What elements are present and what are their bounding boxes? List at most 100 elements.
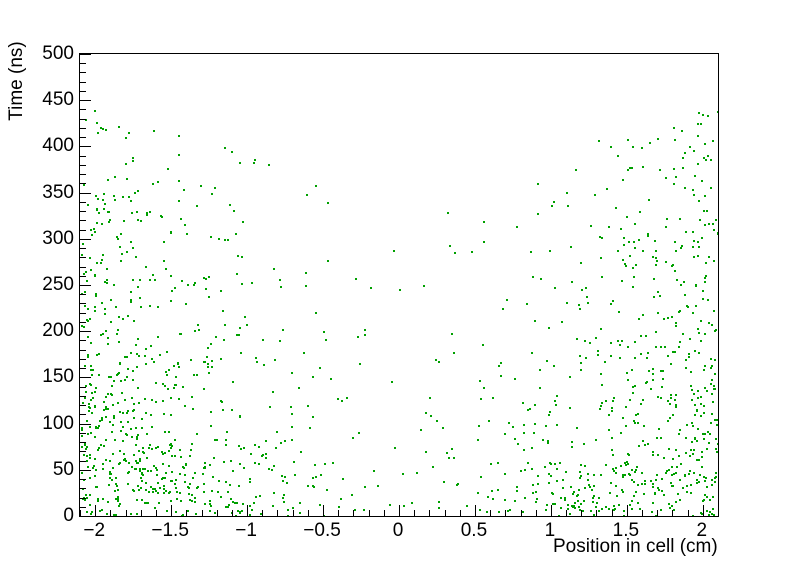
scatter-point [163, 492, 165, 494]
scatter-point [509, 509, 511, 511]
scatter-point [135, 256, 137, 258]
scatter-point [136, 437, 138, 439]
scatter-point [265, 457, 267, 459]
scatter-point [170, 232, 172, 234]
scatter-point [637, 484, 639, 486]
scatter-point [694, 437, 696, 439]
scatter-point [672, 458, 674, 460]
scatter-point [260, 513, 262, 515]
scatter-point [713, 260, 715, 262]
scatter-point [276, 431, 278, 433]
scatter-point [670, 363, 672, 365]
scatter-point [579, 471, 581, 473]
scatter-point [692, 515, 694, 516]
scatter-point [669, 403, 671, 405]
scatter-point [700, 512, 702, 514]
scatter-point [488, 420, 490, 422]
scatter-point [641, 147, 643, 149]
scatter-point [674, 139, 676, 141]
scatter-point [547, 440, 549, 442]
x-minor-tick [718, 510, 719, 516]
scatter-point [152, 491, 154, 493]
scatter-point [689, 455, 691, 457]
scatter-point [208, 276, 210, 278]
scatter-point [632, 286, 634, 288]
scatter-point [168, 431, 170, 433]
scatter-point [236, 334, 238, 336]
scatter-point [227, 491, 229, 493]
scatter-point [712, 508, 714, 510]
scatter-point [93, 228, 95, 230]
scatter-point [621, 489, 623, 491]
scatter-point [654, 492, 656, 494]
scatter-point [357, 336, 359, 338]
scatter-point [120, 430, 122, 432]
scatter-point [611, 437, 613, 439]
scatter-point [269, 406, 271, 408]
scatter-point [623, 510, 625, 512]
scatter-point [118, 316, 120, 318]
scatter-point [162, 383, 164, 385]
scatter-point [173, 365, 175, 367]
scatter-point [546, 360, 548, 362]
scatter-point [262, 339, 264, 341]
scatter-point [536, 498, 538, 500]
scatter-point [453, 352, 455, 354]
scatter-point [704, 195, 706, 197]
scatter-point [152, 488, 154, 490]
scatter-point [124, 356, 126, 358]
scatter-point [174, 287, 176, 289]
scatter-point [89, 426, 91, 428]
scatter-point [268, 468, 270, 470]
scatter-point [634, 422, 636, 424]
x-minor-tick [521, 510, 522, 516]
scatter-point [611, 407, 613, 409]
scatter-point [711, 324, 713, 326]
scatter-point [207, 347, 209, 349]
scatter-point [128, 471, 130, 473]
scatter-point [631, 167, 633, 169]
scatter-point [532, 276, 534, 278]
scatter-point [364, 334, 366, 336]
scatter-point [81, 435, 83, 437]
scatter-point [689, 338, 691, 340]
scatter-point [136, 366, 138, 368]
scatter-point [126, 356, 128, 358]
scatter-point [626, 372, 628, 374]
scatter-point [314, 464, 316, 466]
scatter-point [612, 468, 614, 470]
scatter-point [217, 491, 219, 493]
scatter-point [710, 187, 712, 189]
scatter-point [235, 515, 237, 516]
scatter-point [145, 266, 147, 268]
x-major-tick [171, 505, 172, 516]
scatter-point [669, 417, 671, 419]
scatter-point [307, 405, 309, 407]
scatter-point [657, 312, 659, 314]
scatter-point [178, 200, 180, 202]
scatter-point [125, 433, 127, 435]
scatter-point [660, 437, 662, 439]
scatter-point [225, 439, 227, 441]
scatter-point [120, 260, 122, 262]
scatter-point [137, 462, 139, 464]
scatter-point [697, 328, 699, 330]
scatter-point [95, 486, 97, 488]
scatter-point [96, 122, 98, 124]
scatter-point [608, 414, 610, 416]
scatter-point [615, 467, 617, 469]
scatter-point [90, 384, 92, 386]
scatter-point [127, 368, 129, 370]
scatter-point [84, 397, 86, 399]
scatter-point [675, 501, 677, 503]
y-major-tick [80, 424, 91, 425]
scatter-point [548, 482, 550, 484]
scatter-point [676, 279, 678, 281]
scatter-point [115, 483, 117, 485]
scatter-point [117, 498, 119, 500]
scatter-point [158, 502, 160, 504]
scatter-point [704, 387, 706, 389]
scatter-point [86, 460, 88, 462]
scatter-point [610, 303, 612, 305]
scatter-point [168, 369, 170, 371]
